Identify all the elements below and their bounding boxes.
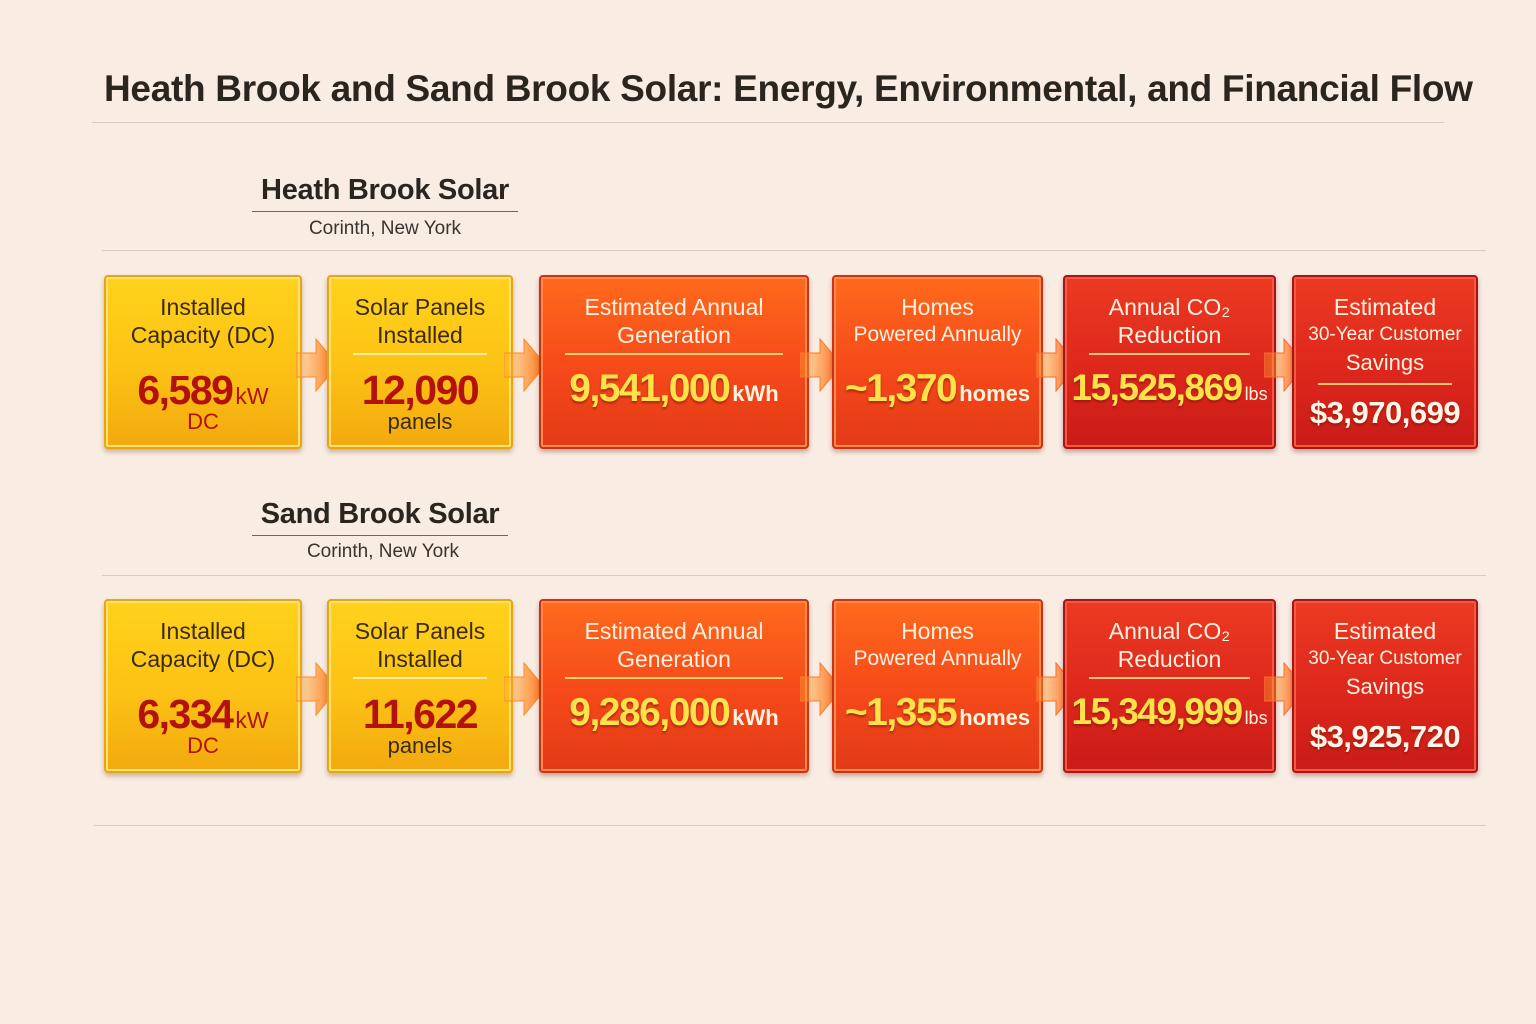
- project-name: Sand Brook Solar: [252, 498, 508, 536]
- card-value: 9,541,000 kWh: [569, 367, 779, 410]
- bottom-divider: [94, 825, 1486, 826]
- savings-card: Estimated 30-Year Customer Savings $3,97…: [1292, 275, 1478, 449]
- arrow-right-icon: [504, 337, 546, 393]
- card-divider: [353, 353, 487, 355]
- card-label: Estimated 30-Year Customer Savings: [1308, 618, 1462, 699]
- card-value: 15,525,869 lbs: [1071, 367, 1268, 408]
- card-value: 12,090: [361, 367, 480, 413]
- card-value: ~1,370 homes: [844, 367, 1031, 410]
- panels-card: Solar Panels Installed 11,622 panels: [327, 599, 513, 773]
- card-value: $3,970,699: [1309, 395, 1461, 430]
- card-sub: DC: [187, 409, 219, 434]
- generation-card: Estimated Annual Generation 9,541,000 kW…: [539, 275, 809, 449]
- card-value: 11,622: [362, 691, 479, 737]
- capacity-card: Installed Capacity (DC) 6,589 kW DC: [104, 275, 302, 449]
- card-label: Annual CO₂ Reduction: [1108, 618, 1231, 672]
- project-location: Corinth, New York: [308, 218, 462, 239]
- card-value: 6,334 kW: [137, 691, 269, 737]
- project-name: Heath Brook Solar: [252, 174, 518, 212]
- arrow-right-icon: [504, 661, 546, 717]
- capacity-card: Installed Capacity (DC) 6,334 kW DC: [104, 599, 302, 773]
- co2-card: Annual CO₂ Reduction 15,525,869 lbs: [1063, 275, 1276, 449]
- card-divider: [353, 677, 487, 679]
- card-value: ~1,355 homes: [844, 691, 1031, 734]
- project-location: Corinth, New York: [306, 541, 460, 562]
- card-value: 15,349,999 lbs: [1071, 691, 1268, 732]
- savings-card: Estimated 30-Year Customer Savings $3,92…: [1292, 599, 1478, 773]
- card-label: Estimated Annual Generation: [584, 618, 764, 672]
- section-divider: [102, 575, 1486, 576]
- arrow-right-icon: [800, 337, 842, 393]
- flow-row-heath-brook: Installed Capacity (DC) 6,589 kW DC Sola…: [0, 275, 1536, 455]
- homes-card: Homes Powered Annually ~1,370 homes: [832, 275, 1043, 449]
- generation-card: Estimated Annual Generation 9,286,000 kW…: [539, 599, 809, 773]
- panels-card: Solar Panels Installed 12,090 panels: [327, 275, 513, 449]
- card-label: Homes Powered Annually: [853, 294, 1022, 346]
- card-divider: [1089, 353, 1250, 355]
- title-divider: [92, 122, 1444, 123]
- card-label: Estimated 30-Year Customer Savings: [1308, 294, 1462, 375]
- card-sub: panels: [387, 733, 453, 758]
- card-label: Homes Powered Annually: [853, 618, 1022, 670]
- card-divider: [1318, 383, 1452, 385]
- card-label: Installed Capacity (DC): [130, 294, 276, 348]
- card-divider: [565, 677, 783, 679]
- arrow-right-icon: [800, 661, 842, 717]
- section-divider: [102, 250, 1486, 251]
- card-value: 9,286,000 kWh: [569, 691, 779, 734]
- card-label: Solar Panels Installed: [354, 294, 486, 348]
- card-value: $3,925,720: [1309, 719, 1461, 754]
- card-divider: [1089, 677, 1250, 679]
- flow-row-sand-brook: Installed Capacity (DC) 6,334 kW DC Sola…: [0, 599, 1536, 779]
- co2-card: Annual CO₂ Reduction 15,349,999 lbs: [1063, 599, 1276, 773]
- card-label: Estimated Annual Generation: [584, 294, 764, 348]
- card-value: 6,589 kW: [137, 367, 269, 413]
- card-label: Installed Capacity (DC): [130, 618, 276, 672]
- card-label: Annual CO₂ Reduction: [1108, 294, 1231, 348]
- page-title: Heath Brook and Sand Brook Solar: Energy…: [104, 68, 1473, 109]
- card-sub: panels: [387, 409, 453, 434]
- card-sub: DC: [187, 733, 219, 758]
- card-label: Solar Panels Installed: [354, 618, 486, 672]
- card-divider: [565, 353, 783, 355]
- homes-card: Homes Powered Annually ~1,355 homes: [832, 599, 1043, 773]
